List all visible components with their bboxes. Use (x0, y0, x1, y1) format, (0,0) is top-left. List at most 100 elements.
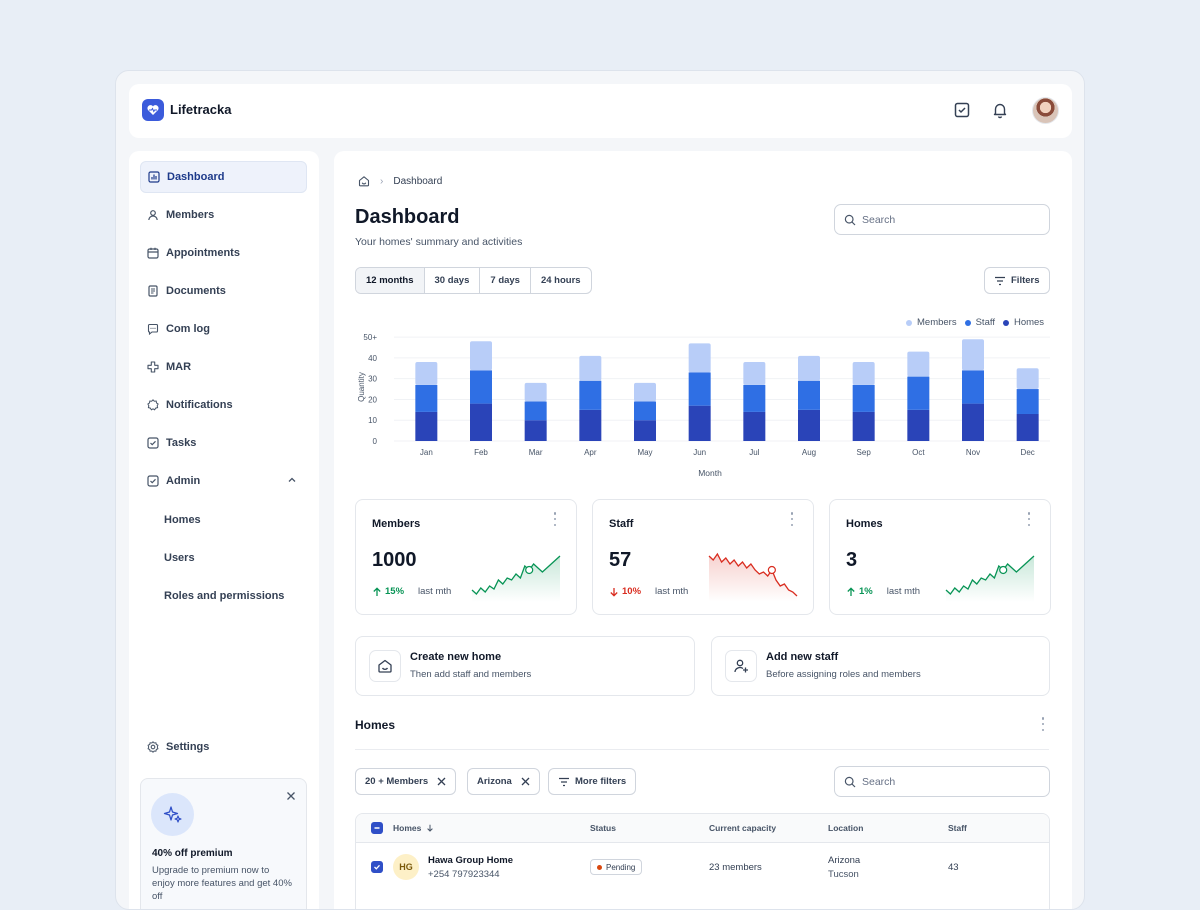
filters-button[interactable]: Filters (984, 267, 1050, 294)
stat-value: 3 (846, 549, 858, 571)
home-city: Tucson (828, 869, 859, 880)
stat-card-members: Members 1000 15% last mth (355, 499, 577, 615)
sidebar-item-admin[interactable]: Admin (140, 465, 307, 497)
search-placeholder: Search (862, 213, 896, 226)
bell-icon[interactable] (989, 99, 1011, 121)
homes-section-title: Homes (355, 718, 396, 732)
filters-label: Filters (1011, 275, 1040, 286)
sidebar-item-com-log[interactable]: Com log (140, 313, 307, 345)
sidebar-item-label: Tasks (166, 437, 197, 449)
sparkles-icon (151, 793, 194, 836)
sparkline-marker (999, 565, 1008, 575)
status-badge: Pending (590, 859, 643, 875)
homes-search-input[interactable]: Search (834, 766, 1050, 797)
chip-label: Arizona (477, 776, 512, 787)
user-icon (146, 208, 160, 222)
more-vertical-icon[interactable] (552, 512, 558, 526)
breadcrumb-current[interactable]: Dashboard (393, 175, 443, 187)
sidebar-subitem-roles[interactable]: Roles and permissions (164, 590, 285, 602)
home-name[interactable]: Hawa Group Home (428, 855, 513, 866)
sparkline-line (708, 552, 798, 597)
row-checkbox[interactable] (371, 861, 383, 873)
user-avatar[interactable] (1032, 97, 1059, 124)
search-input[interactable]: Search (834, 204, 1050, 235)
filter-chip-members[interactable]: 20 + Members (355, 768, 457, 795)
close-icon[interactable] (437, 777, 446, 786)
legend-staff: Staff (975, 317, 995, 328)
bar-segment-members (470, 341, 492, 371)
app-name[interactable]: Lifetracka (170, 102, 232, 117)
stat-title: Staff (609, 518, 634, 530)
select-all-checkbox[interactable] (371, 822, 383, 834)
range-7-days[interactable]: 7 days (480, 268, 531, 293)
bar-segment-staff (798, 380, 820, 410)
range-24-hours[interactable]: 24 hours (540, 275, 581, 286)
main-content: › Dashboard Dashboard Your homes' summar… (334, 151, 1072, 909)
filter-lines-icon (994, 276, 1006, 286)
arrow-up-icon (372, 586, 382, 597)
bar-segment-homes (470, 403, 492, 441)
sidebar-subitem-homes[interactable]: Homes (164, 514, 201, 526)
stat-change-percent: 10% (622, 586, 642, 597)
more-filters-button[interactable]: More filters (548, 768, 637, 795)
col-label: Homes (393, 823, 422, 833)
col-staff: Staff (948, 823, 967, 833)
chevron-up-icon[interactable] (287, 475, 297, 485)
action-title: Create new home (410, 651, 502, 663)
sidebar-item-settings[interactable]: Settings (140, 731, 307, 763)
close-icon[interactable] (284, 789, 298, 803)
col-status: Status (590, 823, 616, 833)
gear-icon (146, 740, 160, 754)
sidebar-item-mar[interactable]: MAR (140, 351, 307, 383)
arrow-up-icon (846, 586, 856, 597)
filter-chip-location[interactable]: Arizona (467, 768, 540, 795)
sparkline-marker (767, 565, 776, 575)
x-tick-label: Apr (584, 448, 597, 457)
sparkline-line (471, 555, 561, 595)
more-vertical-icon[interactable] (1040, 717, 1046, 731)
top-bar: Lifetracka (129, 84, 1072, 138)
action-title: Add new staff (766, 651, 839, 663)
arrow-down-icon (426, 824, 434, 832)
bar-segment-members (688, 343, 711, 373)
sidebar-subitem-users[interactable]: Users (164, 552, 195, 564)
legend-dot-homes (1002, 319, 1009, 326)
bar-segment-members (907, 351, 930, 377)
bar-segment-homes (907, 409, 930, 441)
x-tick-label: Aug (802, 448, 816, 457)
x-tick-label: Sep (857, 448, 872, 457)
bar-segment-staff (852, 384, 875, 412)
x-tick-label: Nov (966, 448, 980, 457)
home-icon[interactable] (358, 175, 370, 187)
sidebar-item-members[interactable]: Members (140, 199, 307, 231)
sidebar-item-dashboard[interactable]: Dashboard (140, 161, 307, 193)
bar-segment-staff (634, 401, 656, 421)
bar-segment-members (634, 382, 656, 402)
bar-segment-staff (907, 376, 930, 410)
tasks-check-icon[interactable] (951, 99, 973, 121)
legend-homes: Homes (1013, 317, 1045, 328)
x-tick-label: Dec (1021, 448, 1035, 457)
close-icon[interactable] (521, 777, 530, 786)
sidebar-item-documents[interactable]: Documents (140, 275, 307, 307)
col-homes[interactable]: Homes (393, 823, 434, 833)
bar-segment-homes (524, 420, 547, 441)
create-new-home-card[interactable]: Create new home Then add staff and membe… (355, 636, 695, 696)
sidebar-item-tasks[interactable]: Tasks (140, 427, 307, 459)
sidebar-item-label: Members (166, 209, 215, 221)
range-12-months[interactable]: 12 months (356, 268, 425, 293)
sidebar-item-appointments[interactable]: Appointments (140, 237, 307, 269)
more-vertical-icon[interactable] (1026, 512, 1032, 526)
chip-label: 20 + Members (365, 776, 429, 787)
search-placeholder: Search (862, 775, 896, 788)
sidebar-item-label: Com log (166, 323, 210, 335)
more-vertical-icon[interactable] (789, 512, 795, 526)
bar-segment-members (1016, 368, 1039, 390)
sidebar-item-notifications[interactable]: Notifications (140, 389, 307, 421)
bar-segment-homes (852, 411, 875, 441)
sparkline-staff (708, 552, 798, 602)
range-30-days[interactable]: 30 days (425, 268, 481, 293)
add-new-staff-card[interactable]: Add new staff Before assigning roles and… (711, 636, 1050, 696)
search-icon (844, 214, 856, 226)
y-tick-label: 30 (368, 375, 377, 384)
